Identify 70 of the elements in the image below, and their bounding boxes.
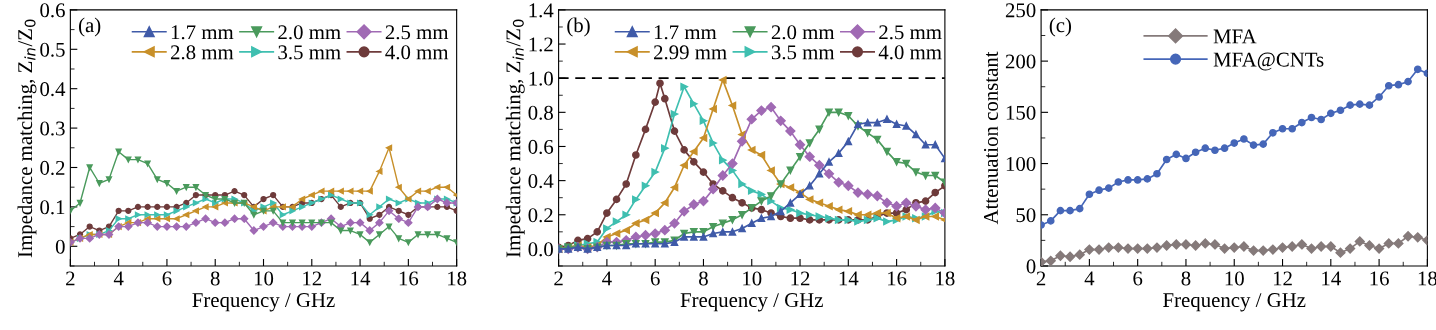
y-tick-label: 0.6 bbox=[528, 139, 554, 154]
x-axis-title: Frequency / GHz bbox=[192, 293, 335, 312]
x-tick-label: 2 bbox=[554, 271, 563, 286]
x-tick-label: 6 bbox=[650, 271, 660, 286]
x-axis-title: Frequency / GHz bbox=[1163, 293, 1306, 312]
legend-label: 3.5 mm bbox=[278, 45, 341, 60]
legend-label: 2.5 mm bbox=[879, 25, 942, 40]
y-tick-label: 250 bbox=[1005, 3, 1036, 18]
x-tick-label: 18 bbox=[448, 271, 467, 286]
y-tick-label: 0.3 bbox=[40, 121, 65, 136]
x-tick-label: 14 bbox=[351, 271, 371, 286]
legend-label: 4.0 mm bbox=[878, 45, 942, 60]
x-tick-label: 12 bbox=[1273, 271, 1292, 286]
legend-label: 1.7 mm bbox=[654, 25, 717, 40]
legend-label: 2.0 mm bbox=[771, 25, 835, 40]
x-tick-label: 10 bbox=[254, 271, 274, 286]
y-tick-label: 1.4 bbox=[529, 3, 554, 18]
y-tick-label: 0.2 bbox=[40, 160, 65, 176]
x-tick-label: 4 bbox=[602, 271, 612, 286]
legend-label: 2.99 mm bbox=[654, 45, 727, 60]
x-tick-label: 14 bbox=[839, 271, 859, 286]
y-tick-label: 1.0 bbox=[529, 71, 553, 86]
legend-label: 2.5 mm bbox=[385, 25, 449, 40]
x-tick-label: 4 bbox=[113, 271, 124, 286]
legend-label: 3.5 mm bbox=[771, 45, 835, 60]
x-tick-label: 6 bbox=[1133, 271, 1143, 286]
y-tick-label: 100 bbox=[1006, 156, 1036, 171]
x-axis-title: Frequency / GHz bbox=[680, 293, 823, 312]
y-axis-title: Impedance matching, Z$_{in}$/Z$_{0}$ bbox=[17, 19, 37, 258]
x-tick-label: 10 bbox=[743, 271, 762, 286]
y-tick-label: 0.1 bbox=[40, 200, 65, 215]
y-tick-label: 0.6 bbox=[40, 3, 65, 18]
annotation: (a) bbox=[79, 17, 101, 37]
y-axis-title: Attenuation constant bbox=[983, 51, 998, 225]
y-tick-label: 150 bbox=[1006, 105, 1036, 120]
x-tick-label: 2 bbox=[1036, 271, 1046, 286]
y-tick-label: 1.2 bbox=[529, 37, 553, 52]
x-tick-label: 16 bbox=[888, 271, 907, 286]
annotation: (c) bbox=[1049, 17, 1072, 37]
x-tick-label: 8 bbox=[210, 271, 220, 286]
y-tick-label: 50 bbox=[1016, 208, 1036, 223]
y-tick-label: 0.0 bbox=[528, 242, 553, 257]
x-tick-label: 12 bbox=[303, 271, 322, 286]
x-tick-label: 4 bbox=[1084, 271, 1095, 286]
x-tick-label: 2 bbox=[66, 271, 75, 286]
y-tick-label: 200 bbox=[1005, 54, 1036, 69]
y-tick-label: 0 bbox=[55, 239, 65, 254]
y-tick-label: 0.4 bbox=[40, 82, 66, 97]
annotation: (b) bbox=[567, 17, 590, 37]
legend-label: 4.0 mm bbox=[385, 45, 449, 60]
x-tick-label: 18 bbox=[936, 271, 955, 286]
x-tick-label: 16 bbox=[399, 271, 419, 286]
legend-label: MFA bbox=[1213, 29, 1257, 44]
x-tick-label: 14 bbox=[1322, 271, 1341, 286]
y-tick-label: 0.2 bbox=[528, 208, 553, 223]
x-tick-label: 8 bbox=[1181, 271, 1191, 286]
y-tick-label: 0 bbox=[1026, 259, 1036, 274]
legend-label: 1.7 mm bbox=[171, 25, 234, 40]
y-tick-label: 0.5 bbox=[40, 42, 65, 57]
x-tick-label: 12 bbox=[791, 271, 810, 286]
x-tick-label: 16 bbox=[1370, 271, 1389, 286]
x-tick-label: 6 bbox=[162, 271, 172, 286]
y-axis-title: Impedance matching, Z$_{in}$/Z$_{0}$ bbox=[505, 19, 525, 258]
legend-label: 2.0 mm bbox=[278, 25, 341, 40]
x-tick-label: 10 bbox=[1225, 271, 1244, 286]
y-tick-label: 0.8 bbox=[528, 105, 553, 120]
y-tick-label: 0.4 bbox=[528, 173, 554, 189]
x-tick-label: 8 bbox=[699, 271, 708, 286]
legend-label: MFA@CNTs bbox=[1213, 52, 1324, 71]
legend-label: 2.8 mm bbox=[170, 45, 234, 60]
